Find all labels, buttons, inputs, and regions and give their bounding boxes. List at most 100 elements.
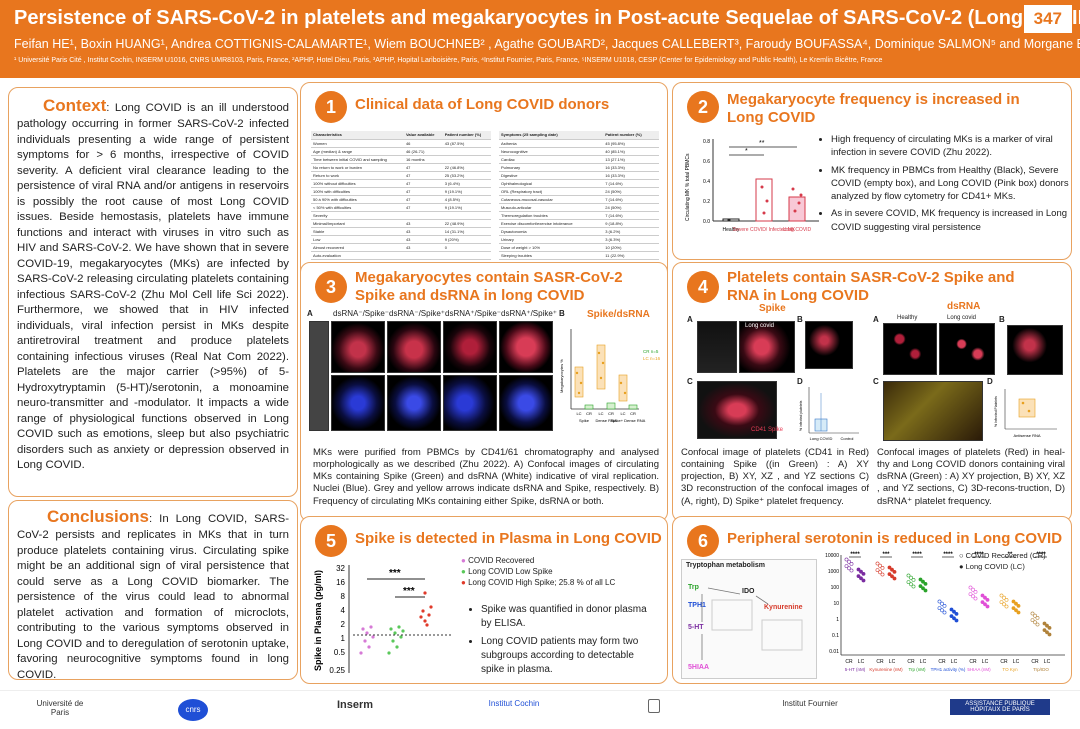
- table-row: 100% without difficulties 47 3 (6.4%): [311, 179, 491, 187]
- table-cell: 13 (27.1%): [603, 155, 659, 163]
- bullet: Spike was quantified in donor plasma by …: [481, 603, 659, 631]
- mk-xlabel: Long COVID: [783, 227, 812, 233]
- logo-universite: Université de Paris: [30, 699, 90, 717]
- label: C: [873, 377, 879, 386]
- dsrna-platelet-chart: % Infected Platelets Antisense RNA: [991, 385, 1061, 443]
- micrograph: [697, 321, 737, 373]
- table-row: Almost recovered 43 0: [311, 243, 491, 251]
- x-label-lc: LC: [920, 659, 927, 665]
- spike-dsrna-chart-title: Spike/dsRNA: [587, 309, 650, 320]
- micrograph: [387, 375, 441, 431]
- xsub: Spike: [579, 418, 590, 423]
- panel-4-caption-dsrna: Confocal images of platelets (Red) in he…: [877, 447, 1065, 508]
- ytick: 2: [341, 620, 346, 629]
- legend-lc-low: Long COVID Low Spike: [468, 567, 553, 576]
- table-cell: 16 (33.3%): [603, 171, 659, 179]
- table-cell: Return to work: [311, 171, 404, 179]
- table-row: Minimal/Important 43 22 (48.9%): [311, 219, 491, 227]
- ytick: 4: [341, 606, 346, 615]
- healthy-label: Healthy: [897, 315, 917, 321]
- panel-2-title: Megakaryocyte frequency is increased in …: [727, 91, 1057, 127]
- table-cell: Low: [311, 235, 404, 243]
- conclusions-text: : In Long COVID, SARS-CoV-2 persists and…: [17, 513, 289, 681]
- xlabel: LC: [620, 411, 625, 416]
- group-label: Trp (nM): [908, 667, 926, 672]
- x-label-lc: LC: [1013, 659, 1020, 665]
- table-row: 50 à 90% with difficulties 47 4 (8.5%): [311, 195, 491, 203]
- table-cell: 47: [404, 203, 443, 211]
- cd41-spike-label: CD41 Spike: [751, 427, 783, 433]
- data-point: [862, 572, 865, 575]
- table-cell: [443, 251, 491, 259]
- data-point: [1036, 616, 1039, 619]
- mk-sig: *: [745, 148, 748, 155]
- group-label: 5-HT (nM): [845, 667, 866, 672]
- table-cell: 43 (87.5%): [443, 139, 491, 147]
- panel-2-bullets: High frequency of circulating MKs is a m…: [819, 133, 1069, 238]
- table-row: Dose of weight > 10% 10 (20%): [499, 243, 659, 251]
- table-row: Musculo-articular 24 (50%): [499, 203, 659, 211]
- symptoms-table: Symptoms (25 sampling date) Patient numbe…: [499, 131, 659, 276]
- xlabel: CR: [630, 411, 636, 416]
- table-cell: 100% with difficulties: [311, 187, 404, 195]
- table-cell: Age (median) & range: [311, 147, 404, 155]
- data-point: [912, 578, 915, 581]
- table-cell: 7 (14.6%): [603, 211, 659, 219]
- panel-5-title: Spike is detected in Plasma in Long COVI…: [355, 530, 662, 548]
- table-cell: Ophthalmological: [499, 179, 603, 187]
- table-cell: Women: [311, 139, 404, 147]
- table-row: Time between initial COVID and sampling 1…: [311, 155, 491, 163]
- micrograph: [443, 375, 497, 431]
- table-cell: 7 (14.6%): [603, 195, 659, 203]
- table-cell: Patient number (%): [603, 131, 659, 139]
- table-cell: 3 (6.2%): [603, 227, 659, 235]
- col-label: dsRNA⁺/Spike⁺: [501, 309, 557, 318]
- panel-5-number: 5: [315, 525, 347, 557]
- table-cell: 9 (19.1%): [443, 203, 491, 211]
- table-cell: Severity: [311, 211, 404, 219]
- mk-frequency-chart: Circulating MK % total PBMCs 0.0 0.2 0.4…: [681, 131, 821, 251]
- table-row: Severity: [311, 211, 491, 219]
- micrograph: [1007, 325, 1063, 375]
- pathway-diagram: Tryptophan metabolism Trp TPH1 IDO Kynur…: [681, 559, 817, 679]
- dsrna-platelet-ylabel: % Infected Platelets: [994, 396, 998, 427]
- ytick: 10000: [825, 553, 839, 559]
- table-cell: 16 (33.3%): [603, 163, 659, 171]
- context-text: : Long COVID is an ill understood pathol…: [17, 102, 289, 471]
- table-row: < 50% with difficulties 47 9 (19.1%): [311, 203, 491, 211]
- mk-ytick: 0.4: [703, 179, 710, 185]
- panel-4-title: Platelets contain SASR-CoV-2 Spike and R…: [727, 269, 1047, 305]
- context-box: Context: Long COVID is an ill understood…: [8, 87, 298, 497]
- table-cell: [404, 211, 443, 219]
- spike-platelet-chart: % infected platelets Long COVID Control: [797, 383, 861, 445]
- data-point: [881, 573, 884, 576]
- table-cell: Sleeping troubles: [499, 251, 603, 259]
- ytick: 32: [336, 564, 345, 573]
- table-cell: [443, 155, 491, 163]
- mk-ylabel: Circulating MK % total PBMCs: [685, 153, 691, 221]
- data-point: [1048, 633, 1051, 636]
- table-row: Return to work 47 25 (53.2%): [311, 171, 491, 179]
- panel-3-title: Megakaryocytes contain SASR-CoV-2 Spike …: [355, 269, 655, 305]
- col-label: dsRNA⁺/Spike⁻: [445, 309, 501, 318]
- bullet: As in severe COVID, MK frequency is incr…: [831, 207, 1069, 234]
- x-label-cr: CR: [907, 659, 915, 665]
- mk-sig: **: [759, 140, 765, 147]
- sig-label: ****: [974, 552, 984, 558]
- table-cell: Minimal/Important: [311, 219, 404, 227]
- table-cell: Thermoregulation troubles: [499, 211, 603, 219]
- table-cell: 22 (46.8%): [443, 163, 491, 171]
- table-row: Ophthalmological 7 (14.6%): [499, 179, 659, 187]
- table-cell: [443, 147, 491, 155]
- micrograph: [499, 375, 553, 431]
- data-point: [924, 589, 927, 592]
- table-cell: Exercise discomfort/exercise intolerance: [499, 219, 603, 227]
- table-row: Symptoms (25 sampling date) Patient numbe…: [499, 131, 659, 139]
- table-cell: Urinary: [499, 235, 603, 243]
- label: C: [687, 377, 693, 386]
- table-cell: 7 (14.6%): [603, 179, 659, 187]
- table-row: Asthenia 45 (95.8%): [499, 139, 659, 147]
- table-row: No return to work or burden 47 22 (46.8%): [311, 163, 491, 171]
- table-cell: 50 à 90% with difficulties: [311, 195, 404, 203]
- table-cell: 3 (6.4%): [443, 179, 491, 187]
